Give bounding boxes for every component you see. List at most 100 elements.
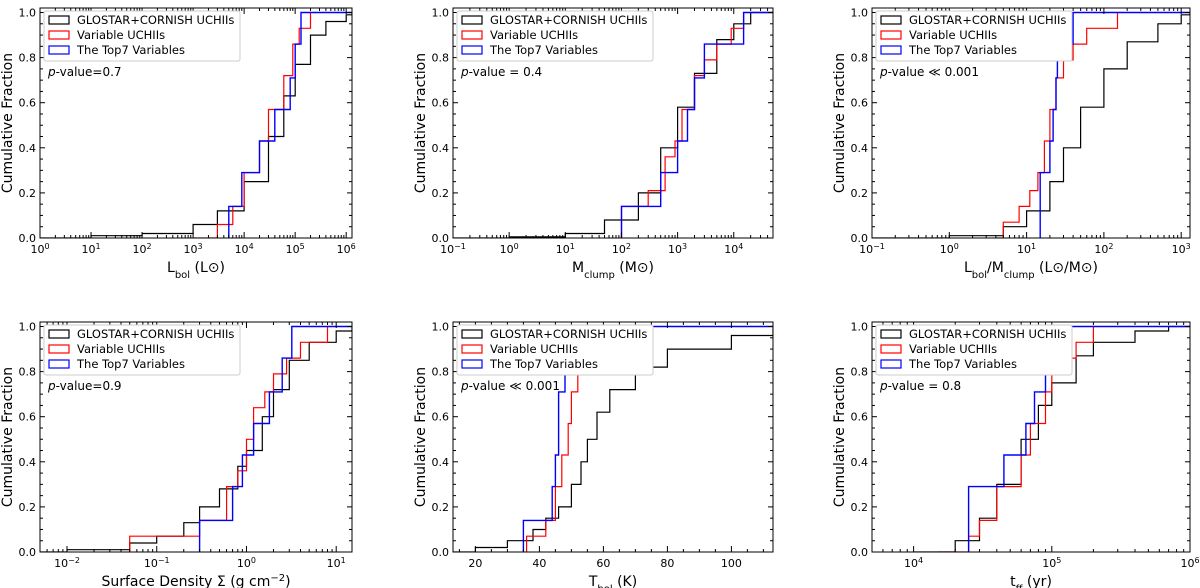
legend-swatch [461,30,483,40]
series-group [40,325,352,552]
legend-label: The Top7 Variables [908,43,1017,57]
x-tick-label: 103 [668,242,687,257]
legend-box [43,10,241,62]
x-tick-label: 10−1 [859,242,885,257]
y-tick-label: 0.6 [432,97,450,110]
y-tick-label: 0.4 [19,142,37,155]
p-value-annotation: p-value = 0.8 [879,379,961,393]
x-tick-label: 106 [337,242,356,257]
legend-swatch [880,329,902,339]
y-tick-label: 0.8 [432,52,450,65]
x-axis-title: Mclump (M⊙) [572,260,654,281]
y-tick-label: 0.4 [19,456,37,469]
x-tick-label: 104 [724,242,743,257]
legend-swatch [461,45,483,55]
y-axis-title: Cumulative Fraction [413,367,429,507]
x-tick-label: 100 [500,242,519,257]
x-tick-label: 100 [721,557,742,570]
y-tick-label: 1.0 [851,7,869,20]
x-tick-label: 101 [81,242,100,257]
legend-label: The Top7 Variables [908,357,1017,371]
y-tick-label: 0.2 [19,187,37,200]
chart-panel-3: 0.0 0.2 0.4 0.6 0.8 1.0 10−1 100 101 102 103 Cumula… [832,7,1191,281]
series-line-variable-uchiis [937,326,1094,552]
series-group [872,11,1190,238]
y-tick-label: 0.0 [851,232,869,245]
axes-frame [39,321,353,553]
legend-box [875,324,1073,376]
legend-label: The Top7 Variables [76,43,185,57]
x-axis-title: Lbol (L⊙) [167,260,225,281]
y-tick-label: 1.0 [432,7,450,20]
legend-label: GLOSTAR+CORNISH UCHIIs [77,13,234,27]
legend-swatch [461,359,483,369]
axes-frame [39,7,353,239]
x-tick-label: 101 [556,242,575,257]
chart-panel-6: 0.0 0.2 0.4 0.6 0.8 1.0 104 105 106 Cumulative Fr… [832,321,1200,588]
y-tick-label: 0.2 [432,187,450,200]
legend-swatch [48,15,70,25]
p-value-annotation: p-value = 0.4 [460,65,542,79]
x-tick-label: 104 [904,556,923,571]
x-tick-label: 101 [1017,242,1036,257]
x-tick-label: 102 [133,242,152,257]
legend-label: GLOSTAR+CORNISH UCHIIs [909,327,1066,341]
legend-label: GLOSTAR+CORNISH UCHIIs [490,327,647,341]
legend-box [456,10,654,62]
p-value-annotation: p-value ≪ 0.001 [879,65,979,79]
series-line-top7-variables [620,11,773,238]
y-tick-label: 0.6 [432,411,450,424]
series-line-top7-variables [228,11,352,238]
y-tick-label: 1.0 [19,7,37,20]
x-axis-title: Lbol/Mclump (L⊙/M⊙) [964,260,1098,281]
y-tick-label: 1.0 [432,321,450,334]
x-tick-label: 103 [184,242,203,257]
legend-label: Variable UCHIIs [490,342,578,356]
x-tick-label: 100 [940,242,959,257]
chart-panel-1: 0.0 0.2 0.4 0.6 0.8 1.0 100 101 102 103 104 105 106 C… [0,7,356,281]
x-tick-label: 105 [286,242,305,257]
legend-swatch [48,359,70,369]
legend-swatch [880,359,902,369]
y-tick-label: 0.6 [851,411,869,424]
x-tick-label: 60 [596,557,610,570]
y-tick-label: 0.8 [432,366,450,379]
series-line-all-uchiis [40,326,352,552]
y-axis-title: Cumulative Fraction [413,53,429,193]
axes-frame [452,321,774,553]
y-tick-label: 0.4 [432,456,450,469]
y-tick-label: 0.8 [19,366,37,379]
legend-label: Variable UCHIIs [909,28,997,42]
axes-frame [871,321,1191,553]
y-tick-label: 0.0 [432,546,450,559]
y-tick-label: 1.0 [851,321,869,334]
x-tick-label: 40 [532,557,546,570]
legend-swatch [461,15,483,25]
p-value-annotation: p-value=0.9 [47,379,122,393]
y-axis-title: Cumulative Fraction [0,367,16,507]
series-line-all-uchiis [453,328,773,552]
x-axis-title: Surface Density Σ (g cm−2) [101,573,290,588]
legend-label: The Top7 Variables [76,357,185,371]
legend-label: The Top7 Variables [489,357,598,371]
legend-label: GLOSTAR+CORNISH UCHIIs [909,13,1066,27]
legend-swatch [880,344,902,354]
y-tick-label: 0.8 [851,366,869,379]
y-tick-label: 0.6 [19,97,37,110]
legend-swatch [461,329,483,339]
legend-swatch [880,45,902,55]
y-tick-label: 0.4 [851,456,869,469]
x-tick-label: 80 [660,557,674,570]
y-tick-label: 0.0 [19,232,37,245]
legend-label: GLOSTAR+CORNISH UCHIIs [490,13,647,27]
chart-panel-5: 0.0 0.2 0.4 0.6 0.8 1.0 20 40 60 80 100 Cumulative … [413,321,774,588]
x-tick-label: 105 [1042,556,1061,571]
x-tick-label: 103 [1172,242,1191,257]
legend-label: The Top7 Variables [489,43,598,57]
legend-swatch [48,45,70,55]
